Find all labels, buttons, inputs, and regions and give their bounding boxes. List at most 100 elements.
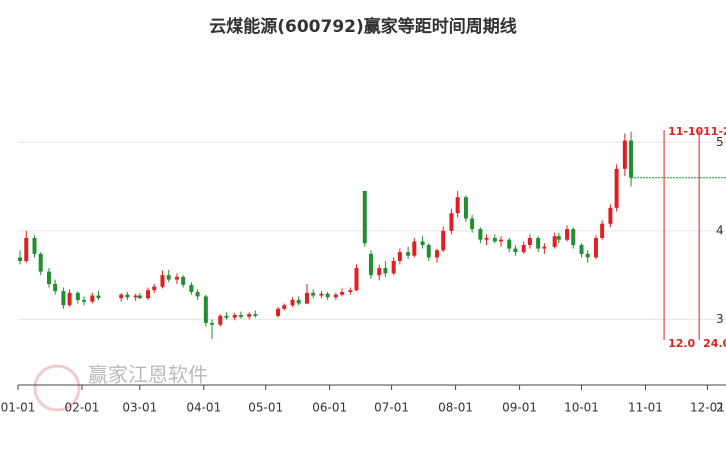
candle-body — [90, 295, 95, 302]
y-tick-label: 5 — [716, 135, 724, 149]
candle-body — [38, 253, 43, 272]
candle-body — [333, 294, 338, 298]
candle-body — [340, 291, 345, 295]
candle-body — [146, 290, 151, 299]
candle-body — [24, 237, 29, 261]
candle-body — [608, 207, 613, 224]
candle-body — [203, 296, 208, 323]
candle-body — [137, 295, 142, 299]
candle-body — [46, 271, 51, 284]
candle-body — [629, 140, 634, 178]
candle-body — [585, 253, 590, 258]
x-tick-label: 11-01 — [628, 401, 663, 415]
cycle-date-label: 11-10 — [668, 125, 704, 138]
candle-body — [133, 295, 138, 298]
chart-title: 云煤能源(600792)赢家等距时间周期线 — [209, 16, 517, 37]
x-tick-label: 07-01 — [374, 401, 409, 415]
cycle-date-label: 11-27 — [703, 125, 726, 138]
candle-body — [247, 314, 252, 317]
candle-body — [232, 315, 237, 318]
candle-body — [513, 248, 518, 253]
candle-body — [391, 260, 396, 274]
candle-body — [397, 252, 402, 261]
candle-body — [96, 295, 101, 299]
candle-body — [354, 268, 359, 291]
candle-body — [449, 213, 454, 231]
candle-body — [82, 299, 87, 302]
candle-body — [527, 237, 532, 246]
candle-body — [470, 218, 475, 230]
y-tick-label: 4 — [716, 223, 724, 237]
candle-body — [368, 253, 373, 276]
candle-body — [61, 291, 66, 306]
y-tick-label: 2 — [716, 401, 724, 415]
candle-body — [282, 305, 287, 309]
candle-body — [484, 237, 489, 240]
candle-body — [311, 292, 316, 296]
x-tick-label: 10-01 — [564, 401, 599, 415]
candle-body — [325, 293, 330, 298]
watermark: 赢家江恩软件 — [88, 363, 208, 387]
candle-body — [296, 299, 301, 304]
candle-body — [377, 268, 382, 276]
candle-body — [552, 236, 557, 247]
candle-body — [218, 315, 223, 325]
candle-body — [304, 292, 309, 304]
candle-body — [174, 276, 179, 280]
candle-body — [441, 230, 446, 251]
candle-body — [210, 322, 215, 325]
candle-body — [579, 245, 584, 254]
candle-body — [478, 229, 483, 240]
candle-body — [125, 294, 130, 298]
candle-body — [276, 308, 281, 316]
candle-body — [614, 168, 619, 208]
x-tick-label: 05-01 — [248, 401, 283, 415]
candle-body — [435, 250, 440, 258]
candle-body — [53, 284, 58, 292]
x-tick-label: 02-01 — [65, 401, 100, 415]
y-tick-label: 3 — [716, 312, 724, 326]
candle-body — [426, 245, 431, 258]
candle-body — [420, 241, 425, 246]
candle-body — [521, 245, 526, 253]
candle-body — [565, 229, 570, 240]
candle-body — [455, 197, 460, 214]
x-tick-label: 04-01 — [186, 401, 221, 415]
candle-body — [499, 239, 504, 242]
candle-body — [383, 268, 388, 274]
x-tick-label: 03-01 — [122, 401, 157, 415]
candle-body — [18, 257, 23, 261]
cycle-days-label: 12.0 — [668, 337, 695, 350]
candle-body — [67, 292, 72, 306]
x-tick-label: 01-01 — [1, 401, 36, 415]
candle-body — [189, 284, 194, 292]
candle-body — [119, 294, 124, 299]
candle-body — [32, 237, 37, 254]
candle-body — [536, 237, 541, 249]
candle-body — [622, 140, 627, 169]
candle-body — [600, 223, 605, 238]
candle-body — [195, 291, 200, 297]
candle-body — [492, 237, 497, 242]
candle-body — [571, 229, 576, 246]
candle-body — [542, 246, 547, 249]
candle-body — [507, 239, 512, 249]
candle-body — [556, 236, 561, 240]
candle-body — [406, 252, 411, 256]
candle-body — [362, 191, 367, 244]
candle-body — [166, 275, 171, 280]
candle-body — [160, 275, 165, 287]
cycle-days-label: 24.0 — [703, 337, 726, 350]
x-tick-label: 08-01 — [438, 401, 473, 415]
candle-body — [181, 276, 186, 285]
candle-body — [224, 315, 229, 318]
candle-body — [238, 315, 243, 317]
candle-body — [319, 293, 324, 296]
candle-body — [463, 197, 468, 219]
x-tick-label: 06-01 — [312, 401, 347, 415]
candle-body — [75, 292, 80, 300]
x-tick-label: 09-01 — [502, 401, 537, 415]
candle-body — [348, 290, 353, 292]
watermark-logo — [33, 364, 81, 412]
x-tick-label: 12-01 — [690, 401, 725, 415]
